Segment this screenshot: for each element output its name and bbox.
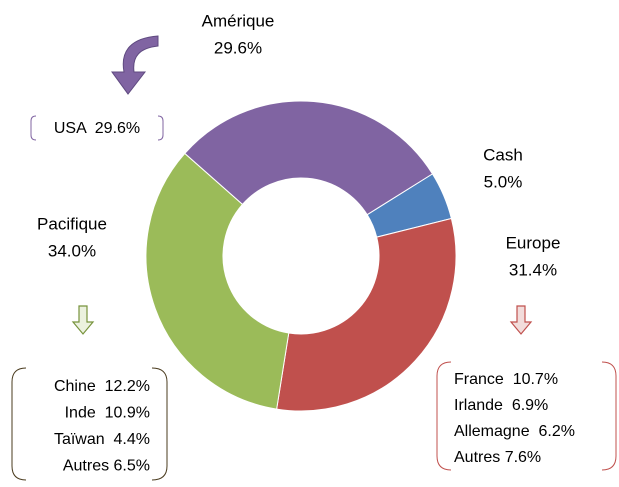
annotation: France 10.7%: [454, 371, 558, 388]
annotation: Autres 7.6%: [454, 449, 541, 466]
donut-segment: [276, 217, 457, 412]
bracket: [157, 115, 164, 141]
bracket: [436, 361, 452, 471]
donut-segment: [184, 100, 434, 216]
value-label: 5.0%: [484, 172, 523, 191]
donut-segment: [145, 152, 290, 410]
annotation: Chine 12.2%: [54, 378, 150, 395]
bracket: [151, 367, 168, 481]
arrow: [509, 305, 533, 335]
bracket: [30, 115, 37, 141]
value-label: 34.0%: [48, 241, 96, 260]
bracket: [601, 361, 617, 471]
annotation: Irlande 6.9%: [454, 397, 548, 414]
annotation: USA 29.6%: [54, 120, 140, 137]
annotation: Allemagne 6.2%: [454, 423, 575, 440]
category-label: Europe: [506, 233, 561, 252]
annotation: Autres 6.5%: [63, 458, 150, 475]
category-label: Pacifique: [37, 214, 107, 233]
arrow: [71, 305, 95, 335]
category-label: Amérique: [202, 11, 275, 30]
annotation: Inde 10.9%: [65, 405, 150, 422]
bracket: [11, 367, 27, 481]
arrow: [111, 35, 159, 95]
category-label: Cash: [483, 145, 523, 164]
annotation: Taïwan 4.4%: [54, 431, 150, 448]
value-label: 31.4%: [509, 260, 557, 279]
value-label: 29.6%: [214, 38, 262, 57]
